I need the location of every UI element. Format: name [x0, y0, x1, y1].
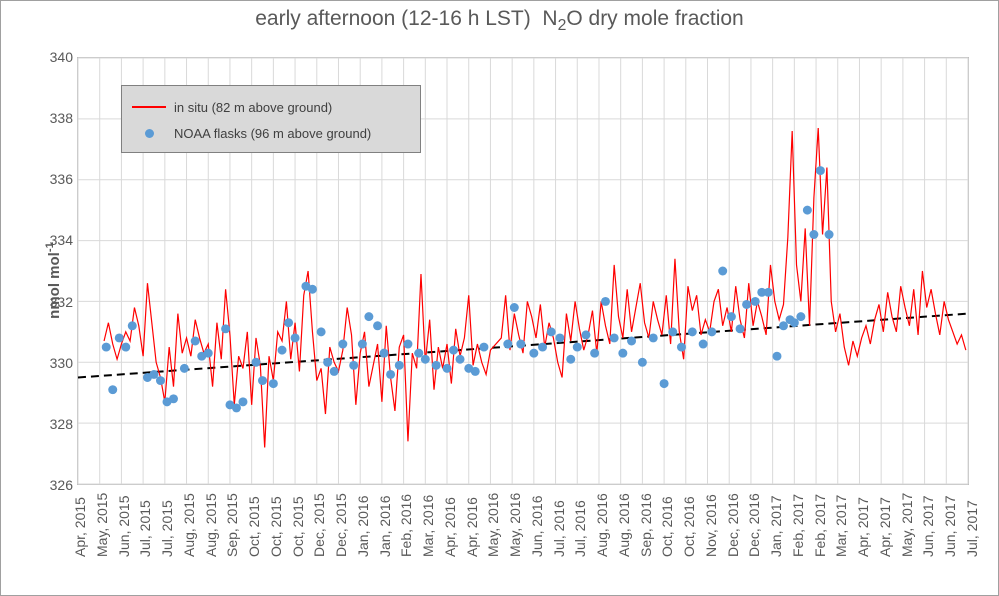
x-tick-label: Oct, 2016 — [681, 496, 697, 557]
y-tick-label: 328 — [50, 416, 73, 432]
y-tick-label: 334 — [50, 232, 73, 248]
x-tick-label: Apr, 2017 — [855, 497, 871, 557]
x-tick-label: Feb, 2017 — [812, 494, 828, 557]
x-tick-label: Jul, 2016 — [551, 500, 567, 557]
x-tick-label: Jun, 2017 — [920, 496, 936, 558]
x-tick-label: Jun, 2016 — [529, 496, 545, 558]
x-tick-label: Dec, 2015 — [333, 493, 349, 557]
x-tick-label: Aug, 2016 — [594, 493, 610, 557]
x-tick-label: Oct, 2015 — [268, 496, 284, 557]
x-tick-label: Aug, 2015 — [181, 493, 197, 557]
x-tick-label: Jun, 2015 — [116, 496, 132, 558]
x-tick-label: Jan, 2016 — [355, 496, 371, 558]
legend-dot-swatch — [132, 129, 166, 138]
x-tick-label: Jul, 2015 — [137, 500, 153, 557]
legend-label-flasks: NOAA flasks (96 m above ground) — [174, 126, 371, 141]
x-tick-label: Dec, 2015 — [311, 493, 327, 557]
legend-line-swatch — [132, 106, 166, 108]
x-tick-label: Oct, 2015 — [290, 496, 306, 557]
y-tick-label: 326 — [50, 477, 73, 493]
x-tick-label: Aug, 2016 — [616, 493, 632, 557]
x-tick-label: Jul, 2017 — [964, 500, 980, 557]
x-tick-label: Nov, 2016 — [703, 494, 719, 557]
y-axis: 326328330332334336338340 — [41, 57, 73, 485]
x-tick-label: Feb, 2017 — [790, 494, 806, 557]
x-tick-label: Mar, 2017 — [833, 495, 849, 557]
x-tick-label: Jun, 2017 — [942, 496, 958, 558]
chart-title: early afternoon (12-16 h LST) N2O dry mo… — [1, 7, 998, 35]
x-tick-label: Oct, 2016 — [659, 496, 675, 557]
x-axis: Apr, 2015May, 2015Jun, 2015Jul, 2015Jul,… — [77, 485, 969, 585]
legend: in situ (82 m above ground) NOAA flasks … — [121, 85, 421, 153]
y-tick-label: 336 — [50, 171, 73, 187]
y-tick-label: 332 — [50, 294, 73, 310]
x-tick-label: Dec, 2016 — [746, 493, 762, 557]
x-tick-label: Sep, 2016 — [638, 493, 654, 557]
x-tick-label: Dec, 2016 — [725, 493, 741, 557]
x-tick-label: May, 2017 — [899, 493, 915, 557]
y-tick-label: 338 — [50, 110, 73, 126]
y-tick-label: 340 — [50, 49, 73, 65]
legend-item-insitu: in situ (82 m above ground) — [132, 94, 410, 120]
x-tick-label: Sep, 2015 — [224, 493, 240, 557]
x-tick-label: Apr, 2017 — [877, 497, 893, 557]
legend-item-flasks: NOAA flasks (96 m above ground) — [132, 120, 410, 146]
x-tick-label: Apr, 2015 — [72, 497, 88, 557]
x-tick-label: May, 2015 — [94, 493, 110, 557]
x-tick-label: Oct, 2015 — [246, 496, 262, 557]
x-tick-label: May, 2016 — [485, 493, 501, 557]
x-tick-label: Mar, 2016 — [420, 495, 436, 557]
x-tick-label: Apr, 2016 — [442, 497, 458, 557]
legend-label-insitu: in situ (82 m above ground) — [174, 100, 332, 115]
x-tick-label: Jan, 2016 — [377, 496, 393, 558]
x-tick-label: Apr, 2016 — [464, 497, 480, 557]
x-tick-label: Jan, 2017 — [768, 496, 784, 558]
y-tick-label: 330 — [50, 355, 73, 371]
x-tick-label: Aug, 2015 — [203, 493, 219, 557]
x-tick-label: Feb, 2016 — [398, 494, 414, 557]
series-insitu-line — [104, 128, 966, 448]
x-tick-label: Jul, 2016 — [572, 500, 588, 557]
x-tick-label: May, 2016 — [507, 493, 523, 557]
x-tick-label: Jul, 2015 — [159, 500, 175, 557]
chart-container: early afternoon (12-16 h LST) N2O dry mo… — [0, 0, 999, 596]
